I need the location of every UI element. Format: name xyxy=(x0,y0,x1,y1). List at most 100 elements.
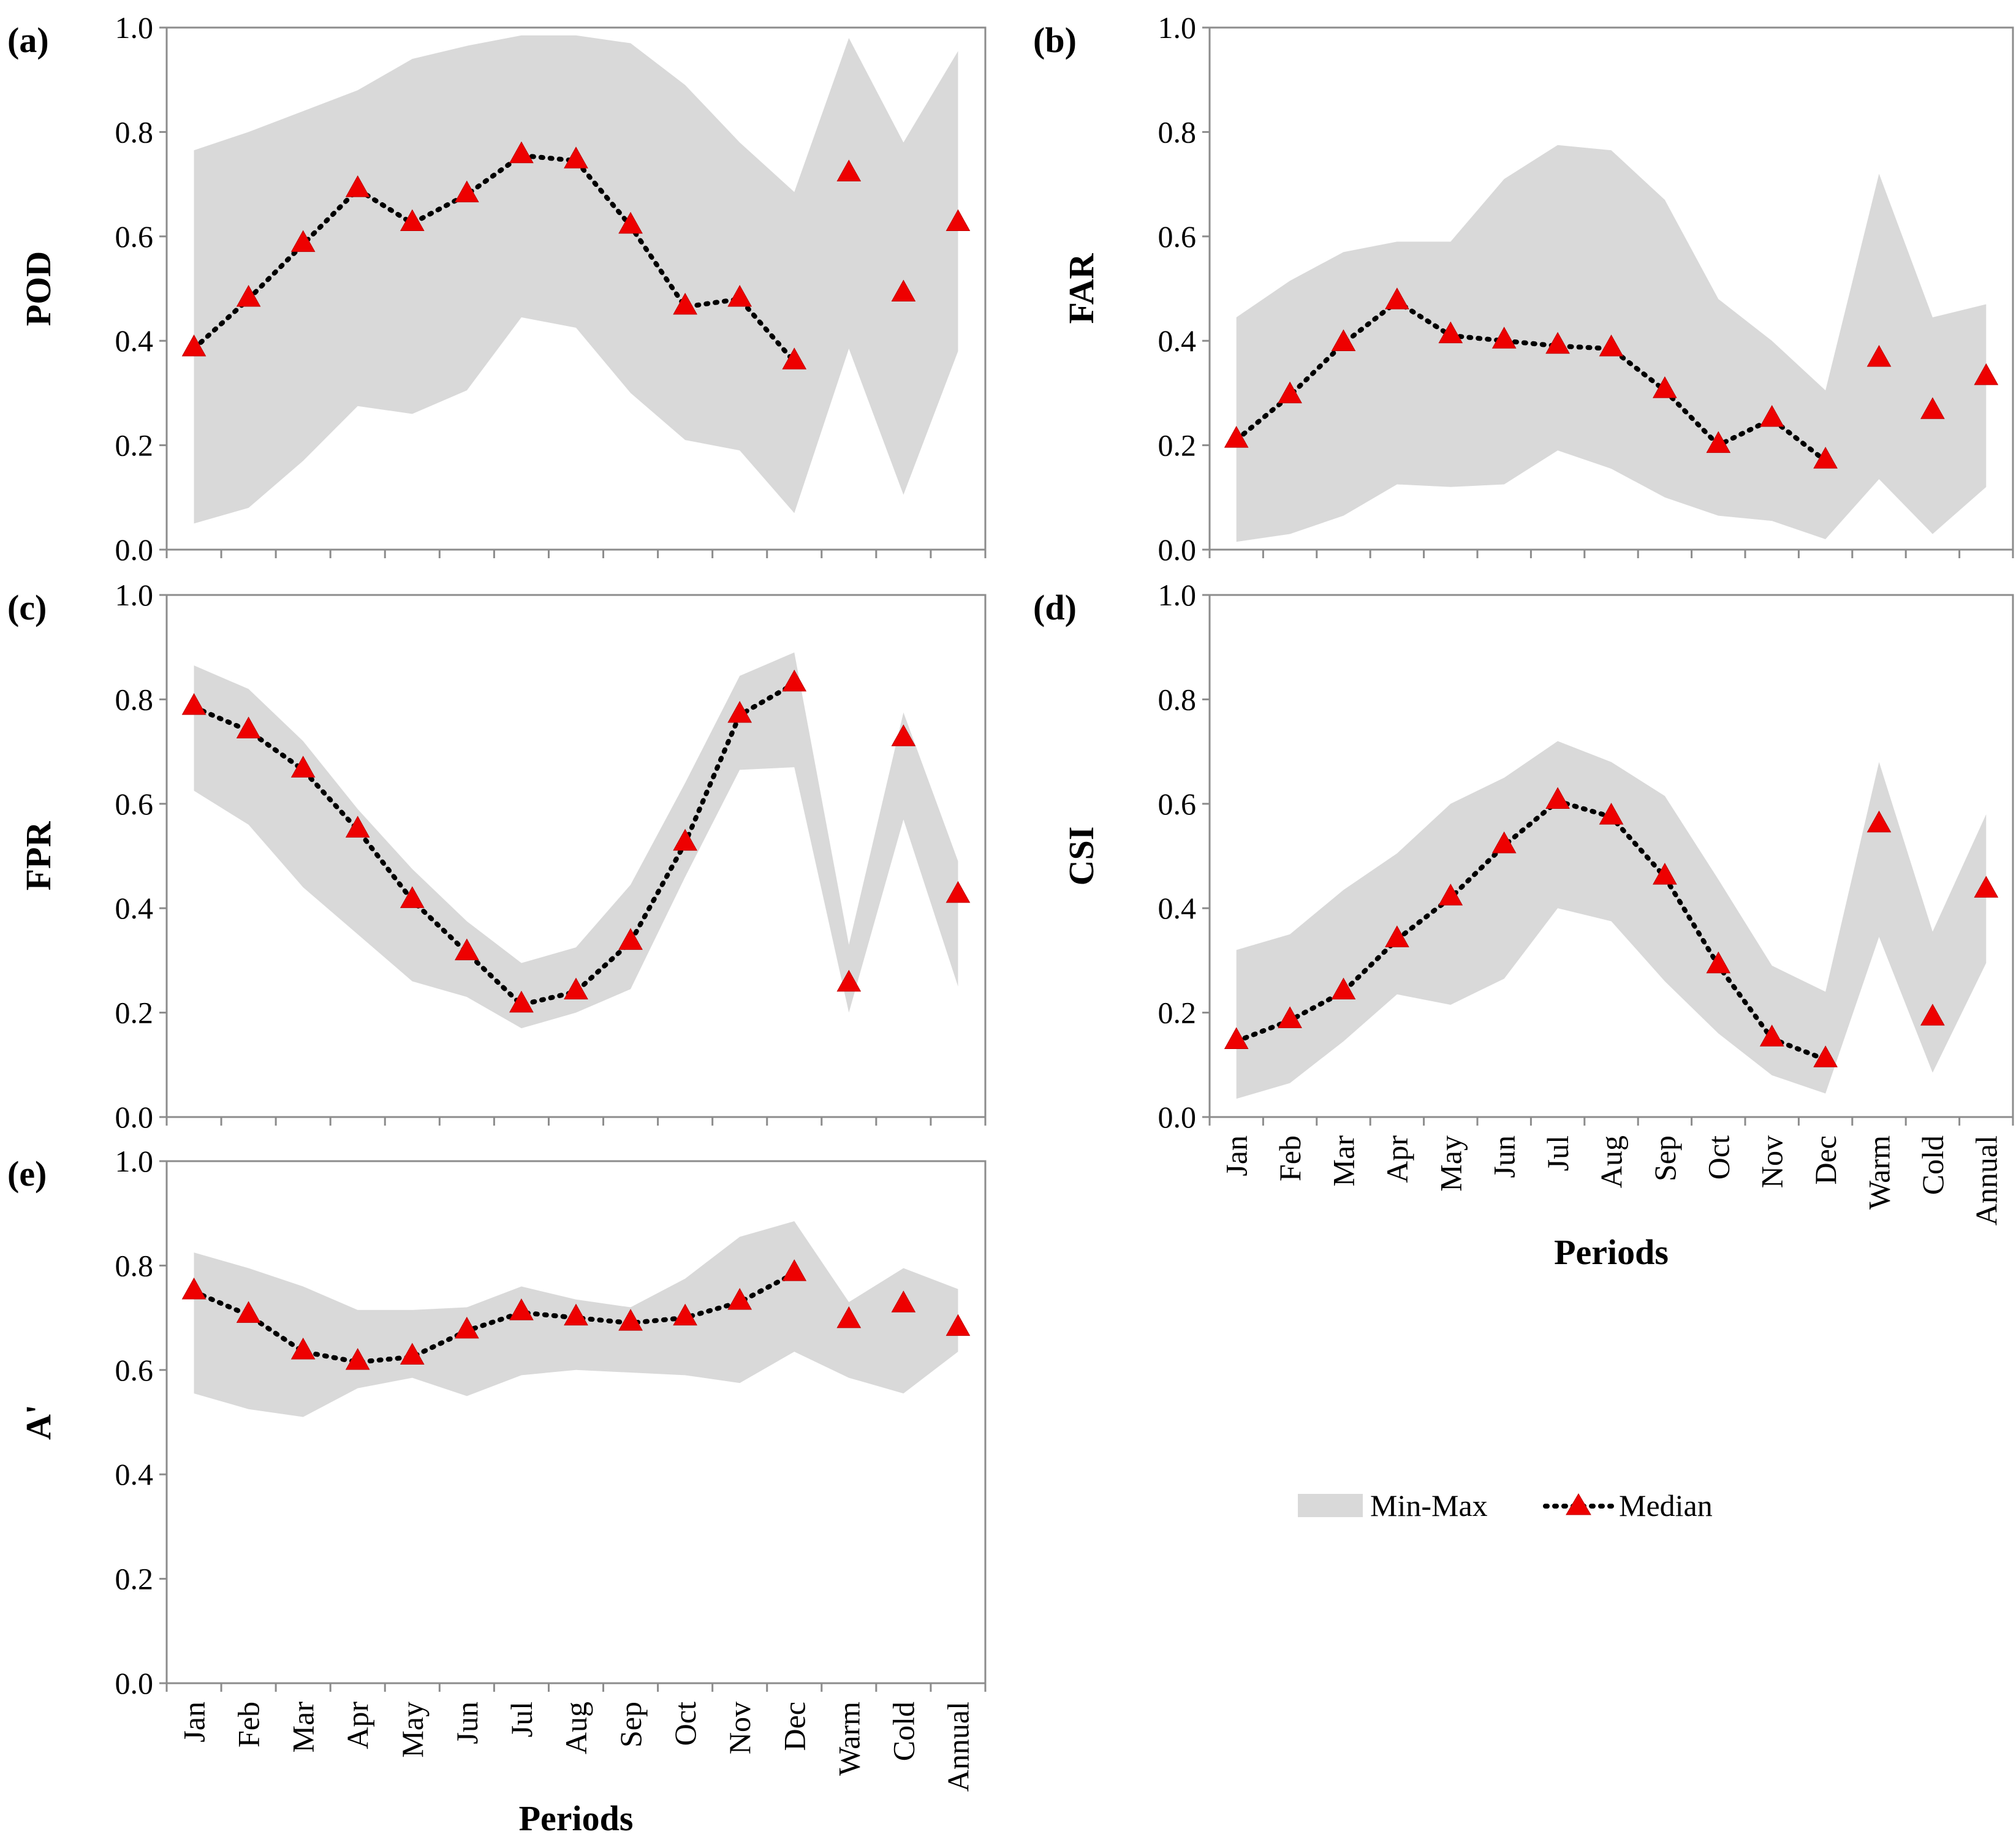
median-marker-feb xyxy=(1278,1006,1302,1028)
x-tick-label: Oct xyxy=(1701,1135,1735,1180)
median-marker-warm xyxy=(836,1306,862,1328)
panel-label: (d) xyxy=(1033,588,1077,627)
median-marker-cold xyxy=(891,1290,916,1312)
y-tick-label: 0.6 xyxy=(115,787,154,821)
y-tick-label: 0.0 xyxy=(1158,532,1197,567)
median-marker-jun xyxy=(1491,327,1517,349)
median-marker-aug xyxy=(564,146,588,169)
median-marker-apr xyxy=(1385,287,1409,309)
median-marker-annual xyxy=(945,1314,971,1336)
x-tick-label: Apr xyxy=(341,1702,375,1749)
x-tick-label: Jul xyxy=(504,1702,539,1737)
median-marker-cold xyxy=(891,724,916,746)
median-marker-oct xyxy=(673,828,697,851)
median-marker-may xyxy=(400,209,425,231)
median-marker-feb xyxy=(236,285,261,307)
x-tick-label: Jul xyxy=(1540,1135,1575,1171)
y-tick-label: 0.6 xyxy=(1158,787,1197,821)
x-axis-title: Periods xyxy=(519,1798,634,1837)
median-marker-aug xyxy=(1599,803,1624,825)
x-tick-label: Sep xyxy=(1648,1135,1682,1181)
x-tick-label: Warm xyxy=(1862,1135,1897,1210)
median-marker-annual xyxy=(945,881,971,903)
x-tick-label: Annual xyxy=(941,1702,975,1792)
median-marker-dec xyxy=(782,669,807,692)
median-marker-jun xyxy=(455,180,479,203)
median-marker-apr xyxy=(345,175,370,197)
x-tick-label: Jun xyxy=(1487,1135,1521,1178)
median-line xyxy=(191,1271,797,1365)
x-tick-label: Jan xyxy=(177,1702,211,1743)
y-tick-label: 0.8 xyxy=(115,682,154,716)
legend-median-label: Median xyxy=(1619,1488,1713,1523)
median-marker-mar xyxy=(290,1337,316,1360)
y-axis-title: A' xyxy=(18,1404,58,1440)
legend-median-marker xyxy=(1566,1493,1591,1515)
legend-band-label: Min-Max xyxy=(1370,1488,1488,1523)
median-marker-warm xyxy=(836,159,862,182)
median-marker-nov xyxy=(1759,1025,1784,1047)
x-tick-label: Aug xyxy=(1594,1135,1629,1188)
median-marker-apr xyxy=(345,1347,370,1370)
median-marker-oct xyxy=(1706,951,1731,974)
y-tick-label: 0.2 xyxy=(115,428,154,463)
panel-c: 0.0 0.2 0.4 0.6 0.8 1.0 FPR (c) xyxy=(7,578,987,1134)
median-marker-annual xyxy=(1974,363,1999,385)
y-axis-title: FPR xyxy=(18,821,58,891)
median-marker-jul xyxy=(509,990,534,1013)
y-tick-label: 1.0 xyxy=(115,578,154,612)
x-tick-label: Dec xyxy=(1808,1135,1843,1185)
x-tick-label: Sep xyxy=(613,1702,648,1748)
x-tick-label: Mar xyxy=(286,1702,320,1753)
x-tick-label: Oct xyxy=(668,1702,702,1746)
plot-frame xyxy=(1208,26,2014,551)
y-tick-label: 0.0 xyxy=(115,532,154,567)
median-marker-aug xyxy=(1599,334,1624,357)
median-marker-aug xyxy=(564,977,588,1000)
y-tick-label: 0.6 xyxy=(115,1353,154,1387)
median-marker-nov xyxy=(727,1288,752,1310)
y-axis-title: CSI xyxy=(1061,827,1101,886)
median-marker-oct xyxy=(673,1303,697,1326)
x-tick-label: Nov xyxy=(1755,1135,1789,1188)
median-marker-sep xyxy=(618,211,643,234)
median-marker-may xyxy=(1438,884,1463,906)
y-tick-label: 0.2 xyxy=(115,1562,154,1596)
median-marker-jan xyxy=(1224,1027,1249,1049)
median-line xyxy=(191,153,797,365)
median-marker-mar xyxy=(290,756,316,778)
panel-e: 0.0 0.2 0.4 0.6 0.8 1.0 A' (e) Jan Feb Mar Apr May Ju… xyxy=(7,1144,987,1837)
panel-label: (a) xyxy=(7,20,49,60)
x-tick-label: Cold xyxy=(1916,1135,1950,1195)
median-marker-warm xyxy=(1866,344,1892,367)
legend-band-swatch xyxy=(1298,1494,1363,1517)
median-marker-cold xyxy=(1920,397,1945,419)
median-marker-dec xyxy=(1813,1045,1838,1067)
median-marker-jul xyxy=(509,1298,534,1320)
x-tick-label: Warm xyxy=(832,1702,866,1776)
x-tick-label: Feb xyxy=(232,1702,266,1748)
median-marker-sep xyxy=(618,928,643,950)
median-marker-annual xyxy=(1974,876,1999,898)
y-tick-label: 0.4 xyxy=(115,1457,154,1491)
y-tick-label: 1.0 xyxy=(115,1144,154,1178)
median-marker-oct xyxy=(1706,431,1731,453)
median-marker-nov xyxy=(727,285,752,307)
y-tick-label: 0.8 xyxy=(115,115,154,149)
median-marker-nov xyxy=(727,700,752,723)
y-tick-label: 0.2 xyxy=(115,996,154,1030)
median-marker-oct xyxy=(673,292,697,315)
y-tick-label: 0.8 xyxy=(115,1248,154,1282)
median-marker-mar xyxy=(290,230,316,252)
minmax-band xyxy=(194,652,958,1029)
x-tick-label: Aug xyxy=(559,1702,593,1754)
chart-panels: 0.0 0.2 0.4 0.6 0.8 1.0 POD (a) 0.0 0.2 0.4 0.6 0.8 1… xyxy=(7,10,2014,1837)
median-marker-jun xyxy=(455,938,479,961)
y-tick-label: 0.2 xyxy=(1158,428,1197,463)
median-marker-annual xyxy=(945,209,971,231)
panel-label: (e) xyxy=(7,1154,47,1194)
median-marker-jun xyxy=(455,1316,479,1339)
y-tick-label: 0.8 xyxy=(1158,682,1197,716)
plot-frame xyxy=(165,26,987,551)
